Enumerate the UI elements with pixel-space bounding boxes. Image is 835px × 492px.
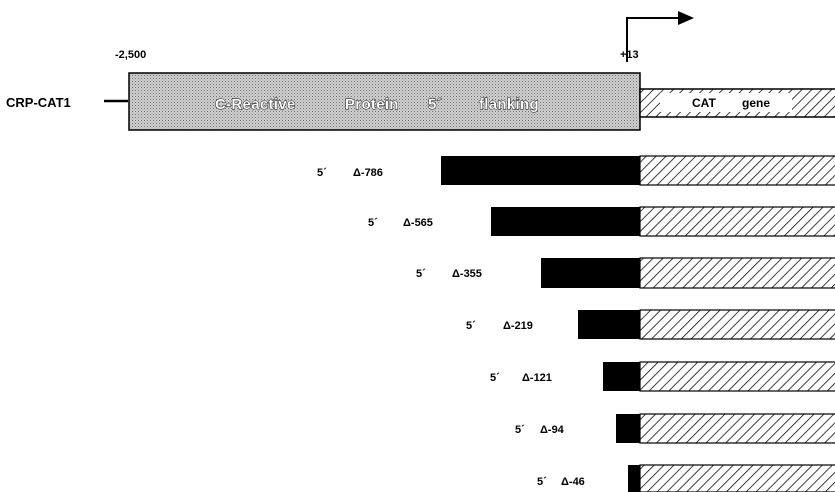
- deletion-cat-bar: [639, 361, 835, 392]
- promoter-region-box: [128, 72, 641, 131]
- deletion-label: Δ-94: [540, 424, 565, 436]
- deletion-prime-label: 5´: [416, 268, 426, 280]
- deletion-construct-row: 5´ Δ-355: [416, 257, 835, 289]
- deletion-cat-bar: [639, 413, 835, 444]
- deletion-cat-bar: [639, 464, 835, 492]
- deletion-label: Δ-786: [353, 167, 383, 179]
- deletion-promoter-bar: [541, 258, 641, 288]
- deletion-promoter-bar: [603, 362, 641, 391]
- cat-gene-word-1: CAT: [692, 96, 716, 110]
- promoter-word-1: C-Reactive: [215, 96, 296, 113]
- deletion-cat-bar: [639, 309, 835, 340]
- deletion-prime-label: 5´: [490, 372, 500, 384]
- start-coordinate-label: -2,500: [115, 49, 146, 61]
- cat-gene-label-backdrop: [660, 93, 792, 112]
- deletion-promoter-bar: [578, 310, 641, 339]
- deletion-construct-row: 5´ Δ-94: [515, 413, 835, 444]
- deletion-cat-bar: [639, 206, 835, 237]
- deletion-prime-label: 5´: [368, 217, 378, 229]
- transcription-start-arrow-icon: [626, 11, 694, 62]
- deletion-prime-label: 5´: [317, 167, 327, 179]
- deletion-promoter-bar: [491, 207, 641, 236]
- deletion-prime-label: 5´: [537, 476, 547, 488]
- deletion-construct-row: 5´ Δ-121: [490, 361, 835, 392]
- deletion-label: Δ-121: [522, 372, 552, 384]
- deletion-label: Δ-565: [403, 217, 433, 229]
- deletion-prime-label: 5´: [515, 424, 525, 436]
- construct-name: CRP-CAT1: [6, 95, 71, 110]
- promoter-word-4: flanking: [479, 96, 539, 113]
- deletion-cat-bar: [639, 257, 835, 289]
- deletion-label: Δ-355: [452, 268, 482, 280]
- end-coordinate-label: +13: [620, 49, 639, 61]
- cat-gene-word-2: gene: [742, 96, 770, 110]
- deletion-label: Δ-219: [503, 320, 533, 332]
- deletion-prime-label: 5´: [466, 320, 476, 332]
- promoter-word-3: 5´: [428, 96, 442, 113]
- deletion-promoter-bar: [441, 156, 641, 185]
- deletion-construct-row: 5´ Δ-46: [537, 464, 835, 492]
- deletion-construct-row: 5´ Δ-219: [466, 309, 835, 340]
- promoter-word-2: Protein: [345, 96, 399, 113]
- deletion-promoter-bar: [628, 465, 641, 492]
- deletion-promoter-bar: [616, 414, 641, 443]
- deletion-label: Δ-46: [561, 476, 585, 488]
- deletion-construct-row: 5´ Δ-565: [368, 206, 835, 237]
- deletion-cat-bar: [639, 155, 835, 186]
- deletion-construct-row: 5´ Δ-786: [317, 155, 835, 186]
